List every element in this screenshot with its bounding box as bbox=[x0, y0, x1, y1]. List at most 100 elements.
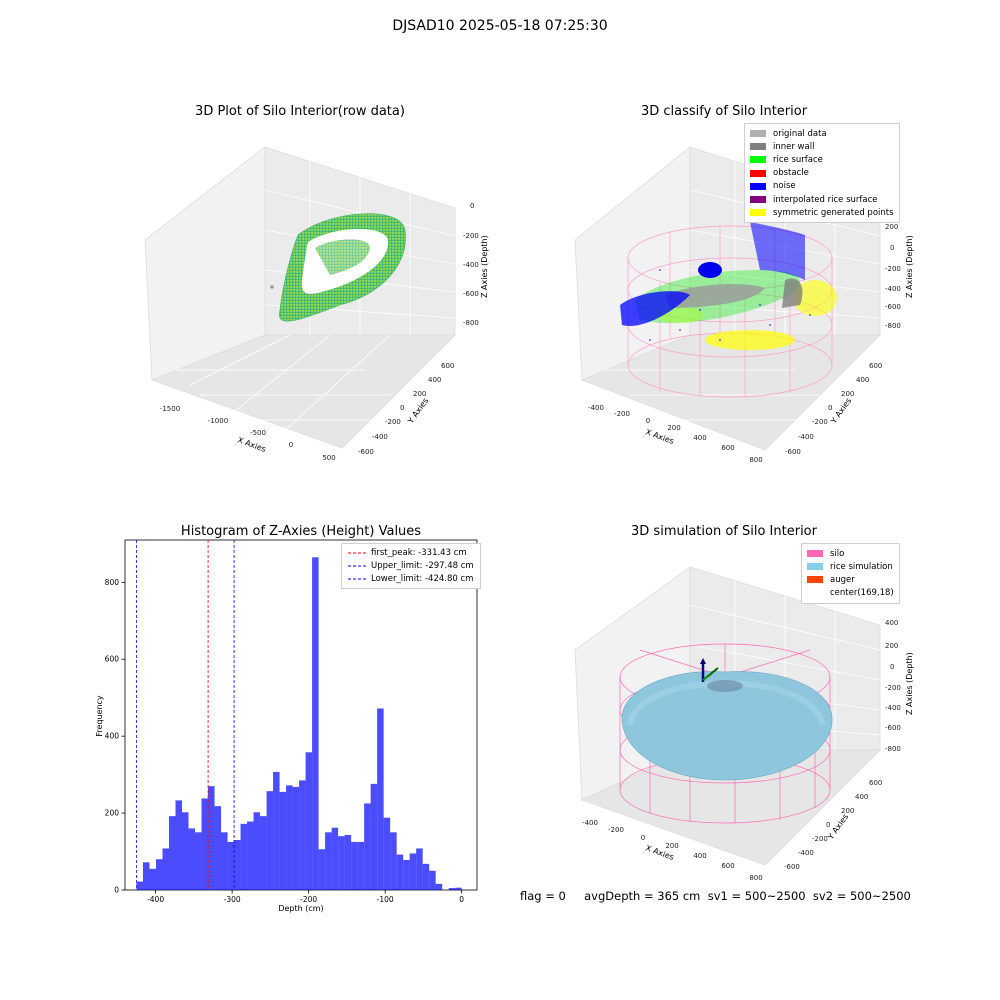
svg-text:-600: -600 bbox=[784, 863, 800, 871]
svg-text:-600: -600 bbox=[358, 448, 374, 456]
svg-text:-600: -600 bbox=[885, 724, 901, 732]
raw-plot-title: 3D Plot of Silo Interior(row data) bbox=[195, 104, 405, 119]
histogram-bar bbox=[279, 791, 287, 890]
legend-swatch bbox=[750, 209, 766, 217]
histogram-bar bbox=[273, 771, 280, 890]
svg-text:-1500: -1500 bbox=[160, 405, 180, 413]
svg-text:0: 0 bbox=[826, 821, 830, 829]
figure-title: DJSAD10 2025-05-18 07:25:30 bbox=[392, 18, 608, 34]
histogram-bar bbox=[227, 841, 235, 890]
histogram-bar bbox=[390, 832, 397, 890]
svg-text:200: 200 bbox=[667, 424, 680, 432]
y-tick-label: 0 bbox=[114, 886, 119, 895]
legend-swatch bbox=[807, 550, 823, 558]
histogram-bar bbox=[370, 783, 378, 890]
simulation-legend: silo rice simulation auger center(169,18… bbox=[801, 543, 900, 604]
histogram-bar bbox=[312, 557, 319, 890]
svg-text:0: 0 bbox=[470, 202, 474, 210]
svg-text:-400: -400 bbox=[372, 433, 388, 441]
svg-text:800: 800 bbox=[749, 456, 762, 464]
classify-3d-plot: -400 -200 0 200 400 600 800 -600 -400 -2… bbox=[574, 146, 914, 464]
svg-text:-200: -200 bbox=[608, 826, 624, 834]
histogram-bar bbox=[403, 860, 410, 890]
legend-swatch bbox=[750, 196, 766, 204]
svg-text:0: 0 bbox=[646, 417, 650, 425]
histogram-bar bbox=[195, 832, 202, 890]
classify-legend: original data inner wall rice surface ob… bbox=[744, 123, 900, 224]
histogram-bar bbox=[351, 841, 358, 890]
histogram-bar bbox=[208, 786, 215, 890]
histogram-xlabel: Depth (cm) bbox=[278, 904, 323, 913]
svg-text:-1000: -1000 bbox=[208, 417, 228, 425]
svg-text:-400: -400 bbox=[582, 819, 598, 827]
histogram-bar bbox=[286, 785, 293, 890]
histogram-x-ticks: -400 -300 -200 -100 0 bbox=[147, 890, 464, 904]
svg-text:200: 200 bbox=[665, 842, 678, 850]
svg-text:200: 200 bbox=[413, 390, 426, 398]
svg-text:0: 0 bbox=[890, 244, 894, 252]
legend-item: rice simulation bbox=[807, 560, 894, 573]
histogram-bar bbox=[344, 835, 352, 890]
histogram-bar bbox=[142, 862, 150, 890]
legend-item: center(169,18) bbox=[807, 587, 894, 600]
svg-text:-400: -400 bbox=[588, 404, 604, 412]
svg-text:-600: -600 bbox=[885, 303, 901, 311]
histogram-bar bbox=[182, 812, 189, 890]
simulation-zlabel: Z Axies (Depth) bbox=[905, 652, 914, 715]
histogram-bar bbox=[435, 883, 443, 890]
legend-item: Upper_limit: -297.48 cm bbox=[348, 560, 474, 571]
legend-swatch bbox=[750, 182, 766, 190]
legend-item: rice surface bbox=[750, 153, 894, 166]
svg-text:200: 200 bbox=[885, 642, 898, 650]
histogram-ylabel: Frequency bbox=[95, 695, 104, 737]
classify-plot-title: 3D classify of Silo Interior bbox=[640, 104, 808, 119]
histogram-bar bbox=[299, 780, 306, 890]
x-tick-label: -200 bbox=[300, 895, 317, 904]
svg-text:400: 400 bbox=[885, 619, 898, 627]
legend-item: obstacle bbox=[750, 167, 894, 180]
histogram-bar bbox=[188, 828, 196, 890]
histogram-bar bbox=[448, 888, 456, 890]
svg-text:0: 0 bbox=[890, 663, 894, 671]
svg-text:200: 200 bbox=[841, 807, 854, 815]
histogram-bar bbox=[214, 806, 222, 890]
legend-item: noise bbox=[750, 180, 894, 193]
svg-text:600: 600 bbox=[869, 362, 882, 370]
legend-swatch bbox=[750, 143, 766, 151]
histogram-bar bbox=[429, 870, 436, 890]
raw-3d-plot: -1500 -1000 -500 0 500 -600 -400 -200 0 … bbox=[144, 146, 489, 462]
svg-text:-600: -600 bbox=[463, 290, 479, 298]
legend-swatch bbox=[750, 156, 766, 164]
svg-text:-200: -200 bbox=[385, 418, 401, 426]
legend-item: silo bbox=[807, 547, 894, 560]
histogram-bar bbox=[396, 854, 404, 890]
svg-text:-400: -400 bbox=[798, 849, 814, 857]
histogram-bars bbox=[136, 557, 462, 890]
svg-text:200: 200 bbox=[885, 223, 898, 231]
svg-text:600: 600 bbox=[441, 362, 454, 370]
svg-text:0: 0 bbox=[400, 404, 404, 412]
histogram-bar bbox=[162, 848, 169, 890]
svg-text:-400: -400 bbox=[885, 285, 901, 293]
legend-item: Lower_limit: -424.80 cm bbox=[348, 573, 474, 584]
histogram-bar bbox=[221, 832, 228, 890]
x-tick-label: -100 bbox=[377, 895, 394, 904]
histogram-title: Histogram of Z-Axies (Height) Values bbox=[180, 524, 422, 539]
legend-item: original data bbox=[750, 127, 894, 140]
legend-swatch bbox=[750, 130, 766, 138]
svg-text:800: 800 bbox=[749, 874, 762, 882]
histogram-bar bbox=[169, 816, 176, 890]
histogram-bar bbox=[338, 836, 345, 890]
svg-text:-200: -200 bbox=[885, 684, 901, 692]
histogram-bar bbox=[253, 812, 261, 890]
legend-swatch bbox=[807, 589, 823, 597]
histogram-bar bbox=[234, 840, 241, 890]
svg-text:-800: -800 bbox=[885, 322, 901, 330]
histogram-bar bbox=[136, 881, 143, 890]
svg-text:600: 600 bbox=[721, 862, 734, 870]
histogram-bar bbox=[266, 791, 274, 890]
simulation-3d-plot: -400 -200 0 200 400 600 800 -600 -400 -2… bbox=[574, 566, 914, 882]
histogram-bar bbox=[247, 821, 254, 890]
svg-text:-200: -200 bbox=[812, 835, 828, 843]
